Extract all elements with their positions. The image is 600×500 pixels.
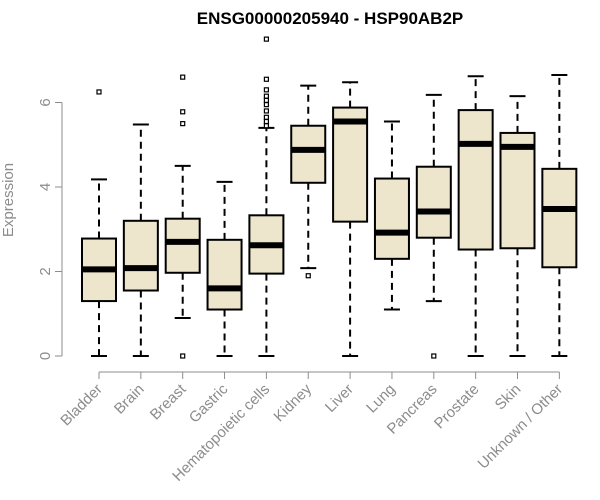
outlier-point [263,123,269,129]
outlier-point [263,76,269,82]
x-tick-label: Skin [492,381,525,414]
y-tick-label: 4 [37,183,54,191]
outlier-point [263,102,269,108]
x-tick-label: Brain [111,381,148,418]
outlier-point [180,109,186,115]
box-group [248,36,285,357]
iqr-box [541,167,578,269]
y-tick-label: 0 [37,352,54,360]
y-axis-label: Expression [0,163,17,237]
iqr-box [332,106,369,223]
outlier-point [431,353,437,359]
y-tick-label: 6 [37,98,54,106]
iqr-box [457,109,494,251]
iqr-box [415,165,452,239]
outlier-point [263,108,269,114]
box-group [81,89,117,357]
box-group [290,84,327,279]
x-tick-label: Kidney [271,380,316,425]
outlier-point [96,89,102,95]
box-group [122,123,159,357]
chart-title: ENSG00000205940 - HSP90AB2P [197,9,464,28]
iqr-box [373,177,410,260]
boxes [81,36,578,359]
x-tick-label: Lung [363,381,399,417]
iqr-box [206,238,243,311]
y-tick-label: 2 [37,267,54,275]
outlier-point [180,353,186,359]
outlier-point [263,93,269,99]
box-group [332,81,369,357]
box-group [206,180,243,357]
iqr-box [499,131,536,250]
x-tick-label: Breast [147,380,190,423]
box-group [499,95,536,357]
box-group [457,75,494,357]
box-group [164,74,201,359]
iqr-box [164,217,201,274]
outlier-point [263,114,269,120]
x-tick-label: Prostate [431,381,483,433]
iqr-box [122,219,159,292]
outlier-point [263,97,269,103]
outlier-point [263,118,269,125]
outlier-point [180,121,186,127]
iqr-box [290,124,327,184]
box-group [373,120,410,311]
box-group [541,74,578,357]
outlier-point [263,87,269,93]
outlier-point [305,273,311,279]
x-tick-label: Liver [322,381,357,416]
outlier-point [180,74,186,80]
outlier-point [263,36,269,42]
box-group [415,93,452,359]
x-tick-label: Bladder [57,381,106,430]
